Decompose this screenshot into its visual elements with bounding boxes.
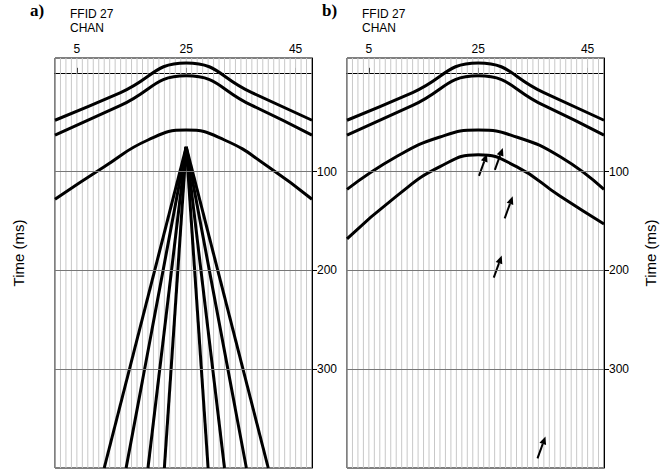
svg-text:300: 300 (317, 362, 337, 376)
svg-text:b): b) (322, 1, 337, 20)
svg-text:45: 45 (581, 42, 595, 56)
svg-text:25: 25 (472, 42, 486, 56)
svg-text:CHAN: CHAN (362, 21, 396, 35)
svg-text:FFID 27: FFID 27 (362, 7, 406, 21)
svg-text:CHAN: CHAN (70, 21, 104, 35)
svg-text:45: 45 (289, 42, 303, 56)
svg-text:Time (ms): Time (ms) (10, 220, 27, 287)
svg-text:a): a) (30, 1, 44, 20)
svg-text:100: 100 (317, 165, 337, 179)
svg-text:300: 300 (609, 362, 629, 376)
svg-text:200: 200 (317, 263, 337, 277)
svg-text:200: 200 (609, 263, 629, 277)
svg-text:5: 5 (366, 42, 373, 56)
svg-text:5: 5 (74, 42, 81, 56)
svg-text:Time (ms): Time (ms) (642, 220, 659, 287)
svg-text:FFID 27: FFID 27 (70, 7, 114, 21)
svg-text:100: 100 (609, 165, 629, 179)
svg-text:25: 25 (180, 42, 194, 56)
